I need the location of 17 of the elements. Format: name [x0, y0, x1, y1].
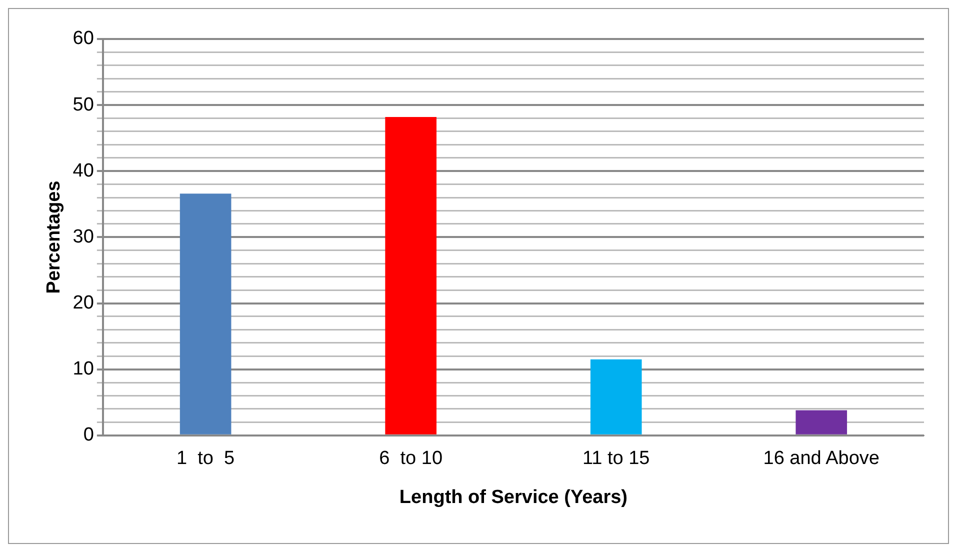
bar: [590, 359, 642, 434]
x-tick-label: 1 to 5: [176, 448, 235, 470]
bar: [796, 410, 848, 434]
y-tick-label: 0: [83, 424, 94, 446]
x-tick-label: 11 to 15: [582, 448, 650, 470]
x-tick-label: 16 and Above: [763, 448, 880, 470]
y-tick-label: 10: [72, 358, 94, 380]
y-tick-label: 20: [72, 292, 94, 314]
y-tick-label: 30: [72, 226, 94, 248]
x-axis-title: Length of Service (Years): [399, 486, 628, 508]
bar: [385, 116, 436, 434]
y-tick-label: 40: [72, 160, 94, 182]
bar: [180, 194, 232, 434]
y-tick-label: 60: [72, 28, 94, 50]
x-tick-label: 6 to 10: [379, 448, 443, 470]
y-tick-label: 50: [72, 94, 94, 116]
y-axis-title: Percentages: [44, 180, 65, 294]
